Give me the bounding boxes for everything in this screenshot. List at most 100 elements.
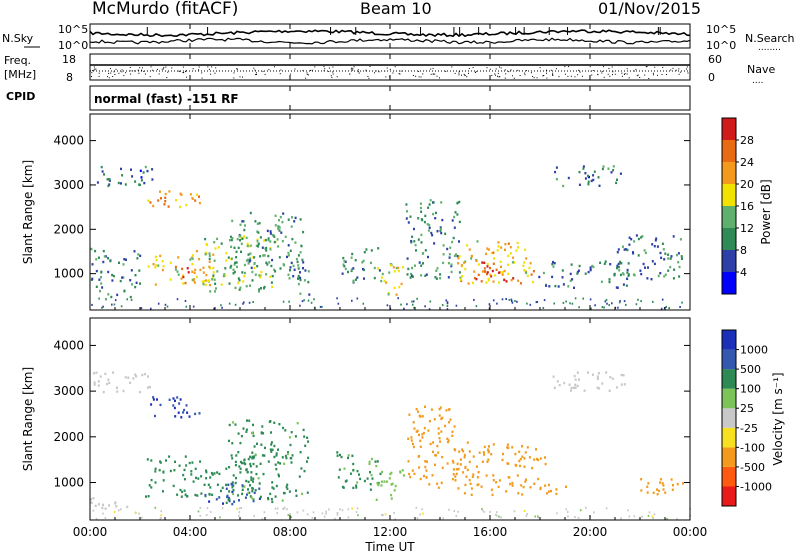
echo-cell <box>246 242 249 245</box>
echo-cell <box>352 486 355 490</box>
echo-cell <box>259 462 262 465</box>
echo-cell <box>495 268 498 271</box>
nave-point <box>474 72 476 73</box>
echo-cell <box>555 166 558 169</box>
echo-cell <box>184 281 187 285</box>
echo-cell <box>437 486 440 489</box>
nave-point <box>198 66 200 68</box>
echo-cell <box>246 470 249 474</box>
echo-cell <box>336 513 339 516</box>
echo-cell <box>328 508 330 511</box>
echo-cell <box>503 278 506 282</box>
nave-point <box>274 66 275 68</box>
echo-cell <box>507 242 510 245</box>
echo-cell <box>419 513 421 516</box>
nave-point <box>439 77 440 79</box>
echo-cell <box>407 437 410 440</box>
echo-cell <box>525 257 528 260</box>
echo-cell <box>248 419 251 422</box>
echo-cell <box>238 279 241 282</box>
echo-cell <box>253 262 256 266</box>
echo-cell <box>525 515 528 517</box>
echo-cell <box>627 262 630 265</box>
echo-cell <box>288 300 290 303</box>
echo-cell <box>185 404 188 407</box>
echo-cell <box>570 263 573 266</box>
echo-cell <box>239 467 242 470</box>
echo-cell <box>424 274 427 277</box>
echo-cell <box>282 426 285 430</box>
echo-cell <box>278 226 281 229</box>
echo-cell <box>287 244 290 247</box>
nave-point <box>108 72 110 74</box>
echo-cell <box>188 461 191 465</box>
echo-cell <box>565 300 567 303</box>
echo-cell <box>576 272 579 275</box>
echo-cell <box>456 462 459 465</box>
echo-cell <box>418 261 421 264</box>
echo-cell <box>245 259 248 262</box>
echo-cell <box>232 484 235 487</box>
echo-cell <box>339 508 341 511</box>
echo-cell <box>243 458 246 461</box>
echo-cell <box>233 246 236 249</box>
echo-cell <box>380 276 383 279</box>
echo-cell <box>160 514 162 517</box>
echo-cell <box>521 493 524 496</box>
nsearch-label: N.Search <box>745 32 795 45</box>
nave-point <box>445 70 447 72</box>
nave-point <box>332 71 334 73</box>
echo-cell <box>509 252 512 255</box>
colorbar-swatch <box>722 228 736 250</box>
echo-cell <box>126 505 129 509</box>
nave-point <box>486 67 488 69</box>
nave-point <box>415 75 417 77</box>
echo-cell <box>188 415 191 418</box>
echo-cell <box>95 258 98 261</box>
echo-cell <box>113 303 116 306</box>
echo-cell <box>524 451 527 454</box>
echo-cell <box>585 506 587 509</box>
nave-point <box>461 74 462 76</box>
echo-cell <box>622 374 625 377</box>
echo-cell <box>288 490 291 493</box>
echo-cell <box>102 512 104 515</box>
echo-cell <box>450 264 453 268</box>
echo-cell <box>521 445 523 448</box>
echo-cell <box>632 252 635 255</box>
nave-point <box>290 73 292 75</box>
echo-cell <box>238 288 241 291</box>
echo-cell <box>587 174 589 178</box>
nave-point <box>110 72 112 74</box>
echo-cell <box>510 298 513 301</box>
echo-cell <box>252 301 254 303</box>
echo-cell <box>102 305 104 308</box>
echo-cell <box>439 229 442 232</box>
echo-cell <box>616 264 619 267</box>
echo-cell <box>410 239 413 243</box>
echo-cell <box>203 483 206 486</box>
nave-point <box>242 76 243 78</box>
echo-cell <box>204 279 207 282</box>
echo-cell <box>279 267 282 270</box>
echo-cell <box>351 252 354 256</box>
echo-cell <box>578 378 580 381</box>
station-title: McMurdo (fitACF) <box>92 0 238 19</box>
nave-point <box>357 69 359 71</box>
echo-cell <box>538 275 541 279</box>
echo-cell <box>150 478 153 482</box>
echo-cell <box>208 265 211 269</box>
echo-cell <box>191 270 194 273</box>
echo-cell <box>237 277 240 280</box>
echo-cell <box>453 254 456 258</box>
echo-cell <box>287 451 289 454</box>
echo-cell <box>252 423 254 427</box>
echo-cell <box>198 412 201 415</box>
echo-cell <box>486 265 489 268</box>
echo-cell <box>441 455 444 459</box>
echo-cell <box>536 457 538 461</box>
echo-cell <box>582 167 585 170</box>
echo-cell <box>261 246 264 249</box>
echo-cell <box>138 269 141 272</box>
echo-cell <box>569 302 571 305</box>
